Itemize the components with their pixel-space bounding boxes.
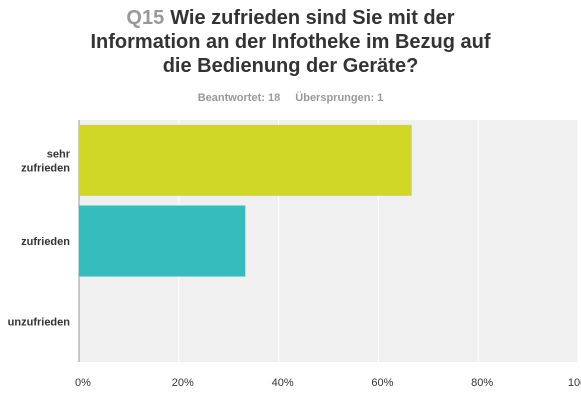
category-label: unzufrieden — [8, 317, 71, 329]
x-tick-label: 40% — [272, 377, 294, 389]
category-label: zufrieden — [21, 236, 70, 248]
x-tick-label: 20% — [172, 377, 194, 389]
response-stats: Beantwortet: 18 Übersprungen: 1 — [0, 92, 581, 104]
category-label-line: zufrieden — [21, 236, 70, 248]
category-label-line: zufrieden — [21, 162, 70, 174]
title-line-2: Information an der Infotheke im Bezug au… — [90, 31, 491, 53]
category-label-line: unzufrieden — [8, 317, 71, 329]
answered-count: Beantwortet: 18 — [197, 92, 281, 104]
category-label: sehr zufrieden — [21, 148, 71, 174]
x-tick-label: 0% — [75, 377, 91, 389]
bar — [79, 124, 412, 196]
x-tick-label: 80% — [471, 377, 493, 389]
x-tick-label: 60% — [371, 377, 393, 389]
title-line-1: Q15 Wie zufrieden sind Sie mit der — [60, 6, 521, 30]
x-tick-label: 100% — [568, 377, 581, 389]
skipped-count: Übersprungen: 1 — [295, 92, 384, 104]
title-text-1: Wie zufrieden sind Sie mit der — [170, 7, 455, 29]
question-number: Q15 — [126, 7, 165, 29]
question-title: Q15 Wie zufrieden sind Sie mit der Inform… — [60, 6, 521, 78]
category-label-line: sehr — [47, 148, 71, 160]
bar — [79, 205, 246, 277]
title-line-3: die Bedienung der Geräte? — [162, 55, 419, 77]
